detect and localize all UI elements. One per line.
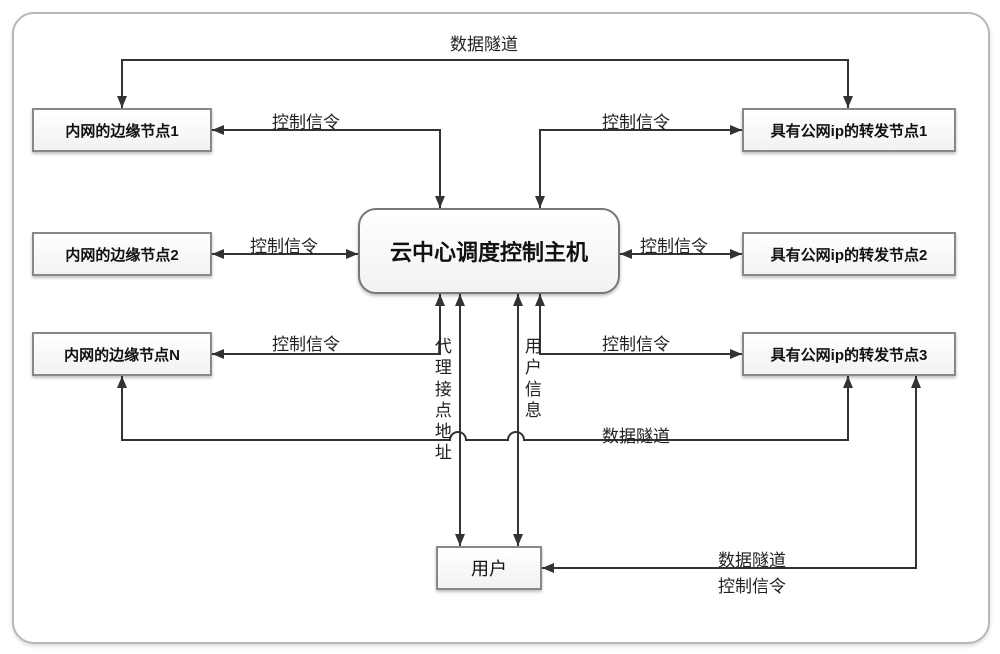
- node-edge-2-label: 内网的边缘节点2: [65, 244, 178, 265]
- node-center-label: 云中心调度控制主机: [390, 235, 588, 267]
- label-user-info: 用户信息: [524, 336, 543, 421]
- node-center: 云中心调度控制主机: [358, 208, 620, 294]
- label-bot-tunnel: 数据隧道: [718, 546, 786, 571]
- label-ctrl-r3: 控制信令: [602, 330, 670, 355]
- label-ctrl-r1: 控制信令: [602, 108, 670, 133]
- node-edge-1: 内网的边缘节点1: [32, 108, 212, 152]
- node-edge-n-label: 内网的边缘节点N: [64, 344, 180, 365]
- diagram-canvas: 云中心调度控制主机 内网的边缘节点1 内网的边缘节点2 内网的边缘节点N 具有公…: [0, 0, 1000, 654]
- node-edge-2: 内网的边缘节点2: [32, 232, 212, 276]
- node-user-label: 用户: [471, 555, 507, 581]
- node-fwd-1: 具有公网ip的转发节点1: [742, 108, 956, 152]
- label-proxy-addr: 代理接点地址: [434, 336, 453, 464]
- node-fwd-3-label: 具有公网ip的转发节点3: [771, 344, 928, 365]
- label-ctrl-l2: 控制信令: [250, 232, 318, 257]
- node-edge-n: 内网的边缘节点N: [32, 332, 212, 376]
- label-mid-tunnel: 数据隧道: [602, 422, 670, 447]
- label-bot-ctrl: 控制信令: [718, 572, 786, 597]
- node-fwd-2-label: 具有公网ip的转发节点2: [771, 244, 928, 265]
- node-fwd-1-label: 具有公网ip的转发节点1: [771, 120, 928, 141]
- label-ctrl-ln: 控制信令: [272, 330, 340, 355]
- node-user: 用户: [436, 546, 542, 590]
- label-ctrl-l1: 控制信令: [272, 108, 340, 133]
- label-top-tunnel: 数据隧道: [450, 30, 518, 55]
- node-fwd-3: 具有公网ip的转发节点3: [742, 332, 956, 376]
- node-edge-1-label: 内网的边缘节点1: [65, 120, 178, 141]
- node-fwd-2: 具有公网ip的转发节点2: [742, 232, 956, 276]
- label-ctrl-r2: 控制信令: [640, 232, 708, 257]
